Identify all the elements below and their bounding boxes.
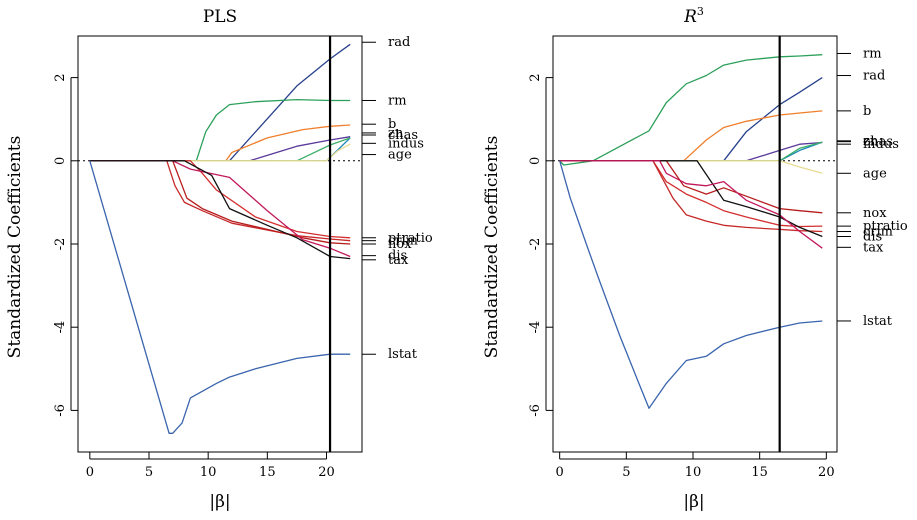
pls-y-axis-label: Standardized Coefficients bbox=[5, 136, 25, 359]
pls-series-line-crim bbox=[89, 160, 351, 242]
r3-series-label-lstat: lstat bbox=[863, 314, 893, 329]
pls-x-tick-label: 0 bbox=[86, 465, 94, 480]
r3-series-label-b: b bbox=[863, 104, 871, 119]
r3-series-label-crim: crim bbox=[863, 225, 893, 240]
pls-series-label-age: age bbox=[388, 148, 412, 163]
pls-series-line-lstat bbox=[89, 160, 351, 434]
r3-x-axis-label: |β| bbox=[683, 492, 704, 512]
pls-series-label-lstat: lstat bbox=[388, 347, 418, 362]
r3-series-label-zn: zn bbox=[863, 134, 879, 149]
pls-y-tick-label: 0 bbox=[53, 157, 68, 165]
r3-series-label-chas: chas bbox=[863, 135, 893, 150]
pls-x-tick-label: 15 bbox=[259, 465, 276, 480]
pls-series-line-chas bbox=[89, 136, 351, 162]
r3-series-line-rm bbox=[559, 54, 823, 166]
pls-y-tick-label: -6 bbox=[53, 404, 68, 417]
r3-series-label-rm: rm bbox=[863, 46, 882, 61]
r3-y-axis-label: Standardized Coefficients bbox=[482, 136, 502, 359]
pls-x-axis-label: |β| bbox=[209, 492, 230, 512]
r3-y-tick-label: -2 bbox=[528, 238, 543, 251]
pls-series-label-nox: nox bbox=[388, 237, 412, 252]
r3-series-line-rad bbox=[559, 77, 823, 162]
r3-series-label-age: age bbox=[863, 166, 887, 181]
pls-series-label-chas: chas bbox=[388, 128, 418, 143]
r3-series-label-tax: tax bbox=[863, 240, 884, 255]
pls-y-tick-label: -4 bbox=[53, 321, 68, 334]
pls-series-label-tax: tax bbox=[388, 253, 409, 268]
r3-series-line-dis bbox=[559, 160, 823, 238]
r3-series-label-rad: rad bbox=[863, 69, 885, 84]
pls-series-line-ptratio bbox=[89, 160, 351, 239]
r3-x-tick-label: 5 bbox=[622, 465, 630, 480]
r3-x-tick-label: 20 bbox=[818, 465, 835, 480]
pls-series-label-rad: rad bbox=[388, 35, 410, 50]
pls-title: PLS bbox=[203, 7, 237, 27]
pls-plot-frame bbox=[77, 35, 363, 453]
r3-y-tick-label: -4 bbox=[528, 321, 543, 334]
r3-x-tick-label: 0 bbox=[556, 465, 564, 480]
pls-series-line-dis bbox=[89, 160, 351, 258]
r3-title: R3 bbox=[683, 5, 704, 27]
r3-panel: R3 Standardized Coefficients |β| 0 5 10 15 2… bbox=[482, 5, 908, 512]
pls-y-tick-label: -2 bbox=[53, 238, 68, 251]
r3-series-label-indus: indus bbox=[863, 137, 899, 152]
pls-series-label-dis: dis bbox=[388, 249, 407, 264]
pls-series-label-crim: crim bbox=[388, 234, 418, 249]
pls-series-line-nox bbox=[89, 160, 351, 245]
r3-y-tick-label: 2 bbox=[528, 73, 543, 81]
pls-series-line-age bbox=[89, 143, 351, 162]
pls-series-label-zn: zn bbox=[388, 126, 404, 141]
r3-y-tick-label: 0 bbox=[528, 157, 543, 165]
r3-series-line-age bbox=[559, 160, 823, 174]
pls-y-tick-label: 2 bbox=[53, 73, 68, 81]
r3-plot-frame bbox=[552, 35, 838, 453]
pls-series-line-indus bbox=[89, 137, 351, 162]
r3-series-line-lstat bbox=[559, 160, 823, 409]
pls-x-tick-label: 5 bbox=[145, 465, 153, 480]
pls-panel: PLS Standardized Coefficients |β| 0 5 10 15… bbox=[5, 7, 433, 512]
r3-series-label-nox: nox bbox=[863, 206, 887, 221]
r3-series-line-tax bbox=[559, 160, 823, 249]
r3-series-label-dis: dis bbox=[863, 230, 882, 245]
pls-series-line-tax bbox=[89, 160, 351, 260]
r3-title-superscript: 3 bbox=[697, 5, 704, 18]
pls-series-label-b: b bbox=[388, 117, 396, 132]
pls-series-line-rm bbox=[89, 98, 351, 162]
pls-series-label-indus: indus bbox=[388, 136, 424, 151]
r3-series-label-ptratio: ptratio bbox=[863, 219, 908, 234]
r3-y-tick-label: -6 bbox=[528, 404, 543, 417]
pls-x-tick-label: 10 bbox=[200, 465, 217, 480]
r3-series-line-crim bbox=[559, 160, 823, 233]
r3-series-line-b bbox=[559, 110, 823, 162]
r3-title-base: R bbox=[683, 7, 697, 27]
r3-series-line-nox bbox=[559, 160, 823, 214]
pls-series-label-ptratio: ptratio bbox=[388, 231, 433, 246]
r3-x-tick-label: 15 bbox=[751, 465, 768, 480]
r3-series-line-ptratio bbox=[559, 160, 823, 228]
pls-x-tick-label: 20 bbox=[318, 465, 335, 480]
pls-series-line-zn bbox=[89, 137, 351, 162]
pls-series-label-rm: rm bbox=[388, 93, 407, 108]
r3-x-tick-label: 10 bbox=[685, 465, 702, 480]
